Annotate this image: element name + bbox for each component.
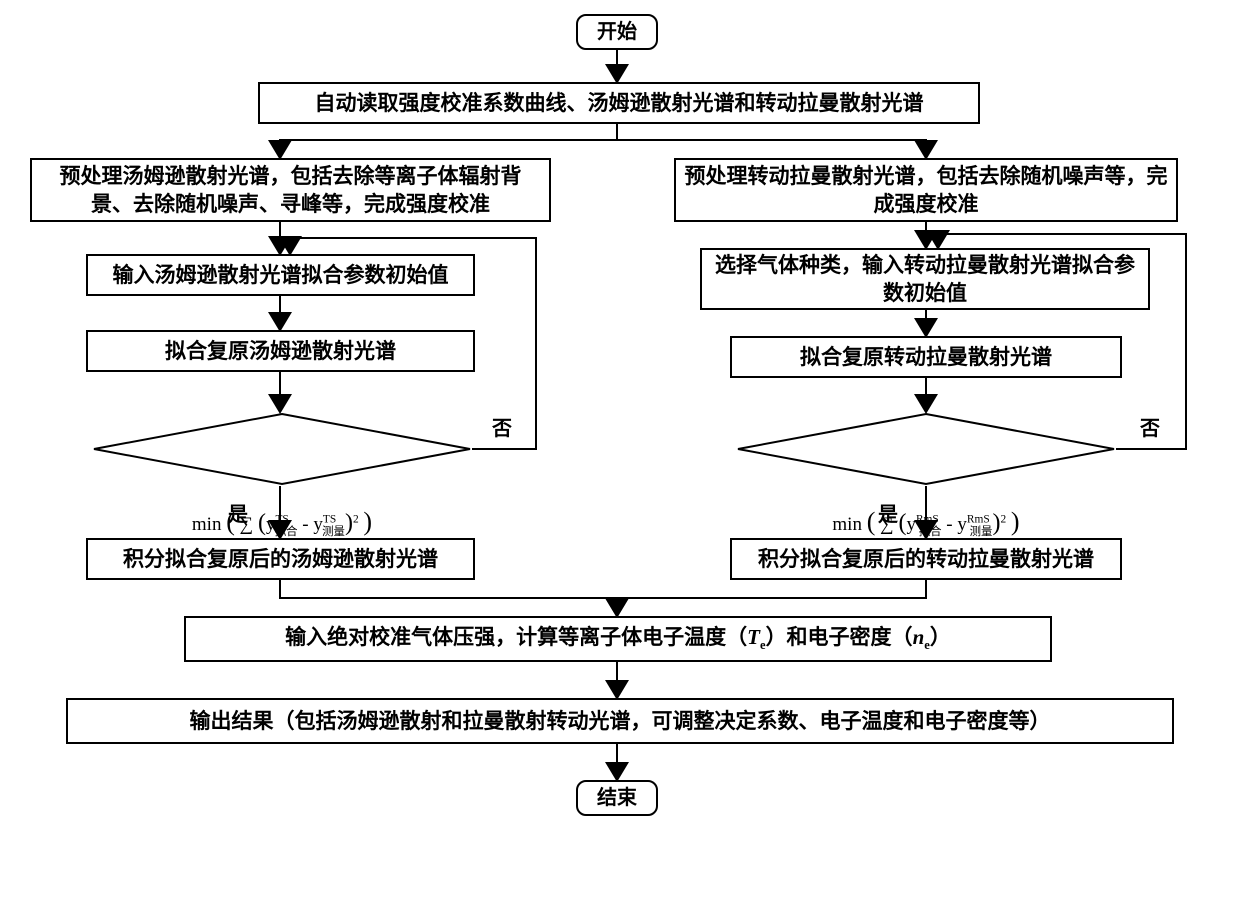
node-input-right: 选择气体种类，输入转动拉曼散射光谱拟合参数初始值 [700,248,1150,310]
diamond-shape-icon [736,412,1116,486]
edge [617,124,926,158]
node-pre-right: 预处理转动拉曼散射光谱，包括去除随机噪声等，完成强度校准 [674,158,1178,222]
node-fit-right: 拟合复原转动拉曼散射光谱 [730,336,1122,378]
node-integrate-left: 积分拟合复原后的汤姆逊散射光谱 [86,538,475,580]
label: 开始 [597,19,637,46]
node-input-left: 输入汤姆逊散射光谱拟合参数初始值 [86,254,475,296]
node-read: 自动读取强度校准系数曲线、汤姆逊散射光谱和转动拉曼散射光谱 [258,82,980,124]
edge [280,124,617,158]
label-yes-left: 是 [228,498,248,527]
node-end: 结束 [576,780,658,816]
node-output: 输出结果（包括汤姆逊散射和拉曼散射转动光谱，可调整决定系数、电子温度和电子密度等… [66,698,1174,744]
node-integrate-right: 积分拟合复原后的转动拉曼散射光谱 [730,538,1122,580]
node-fit-left: 拟合复原汤姆逊散射光谱 [86,330,475,372]
label: 自动读取强度校准系数曲线、汤姆逊散射光谱和转动拉曼散射光谱 [315,89,924,117]
label: 选择气体种类，输入转动拉曼散射光谱拟合参数初始值 [710,251,1140,308]
edge [617,580,926,616]
label: 拟合复原转动拉曼散射光谱 [800,343,1052,371]
label: 结束 [597,785,637,812]
label: 输入汤姆逊散射光谱拟合参数初始值 [113,261,449,289]
node-start: 开始 [576,14,658,50]
label-no-left: 否 [492,412,512,441]
node-decision-right: min ( ∑ (yRmS拟合 - yRmS测量)2 ) [736,412,1116,486]
label: 预处理转动拉曼散射光谱，包括去除随机噪声等，完成强度校准 [684,162,1168,219]
label-no-right: 否 [1140,412,1160,441]
label: 预处理汤姆逊散射光谱，包括去除等离子体辐射背景、去除随机噪声、寻峰等，完成强度校… [40,162,541,219]
diamond-shape-icon [92,412,472,486]
node-calc: 输入绝对校准气体压强，计算等离子体电子温度（Te）和电子密度（ne） [184,616,1052,662]
label-yes-right: 是 [878,498,898,527]
edge [280,580,617,616]
node-decision-left: min ( ∑ (yTS拟合 - yTS测量)2 ) [92,412,472,486]
label: 积分拟合复原后的汤姆逊散射光谱 [123,545,438,573]
label: 积分拟合复原后的转动拉曼散射光谱 [758,545,1094,573]
label: 输入绝对校准气体压强，计算等离子体电子温度（Te）和电子密度（ne） [285,623,951,654]
node-pre-left: 预处理汤姆逊散射光谱，包括去除等离子体辐射背景、去除随机噪声、寻峰等，完成强度校… [30,158,551,222]
label: 输出结果（包括汤姆逊散射和拉曼散射转动光谱，可调整决定系数、电子温度和电子密度等… [190,707,1051,735]
label: 拟合复原汤姆逊散射光谱 [165,337,396,365]
